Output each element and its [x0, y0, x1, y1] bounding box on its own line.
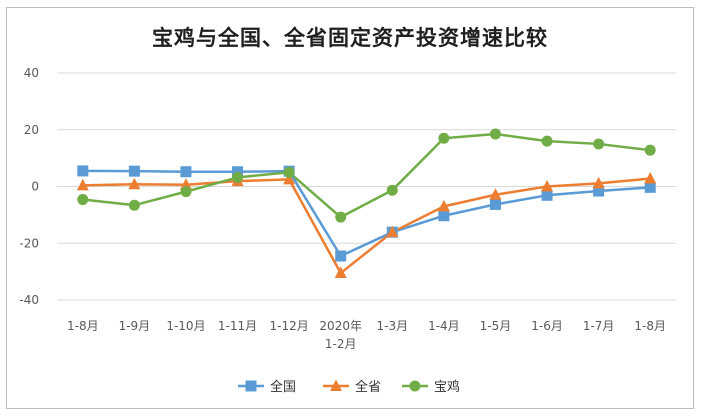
data-point-1-1 — [128, 177, 141, 190]
chart-frame — [6, 7, 694, 409]
x-tick-label: 1-4月 — [428, 319, 460, 333]
series-line-0 — [82, 169, 651, 258]
x-tick-label: 2020年 1-2月 — [319, 319, 362, 351]
data-point-0-8 — [489, 198, 501, 210]
x-tick-label: 1-7月 — [583, 319, 615, 333]
y-tick-label: -20 — [19, 236, 39, 250]
data-point-1-0 — [76, 178, 89, 191]
x-tick-label: 1-9月 — [119, 319, 151, 333]
data-point-0-2 — [180, 166, 192, 178]
x-tick-label: 1-6月 — [531, 319, 563, 333]
data-point-0-9 — [541, 189, 553, 201]
data-point-2-11 — [644, 144, 656, 156]
data-point-0-7 — [438, 210, 450, 222]
x-tick-label: 1-3月 — [376, 319, 408, 333]
legend-marker — [330, 379, 342, 391]
data-point-2-0 — [77, 194, 89, 206]
data-point-1-4 — [283, 172, 296, 185]
data-point-1-6 — [386, 225, 399, 238]
x-tick-label: 1-5月 — [480, 319, 512, 333]
data-point-2-9 — [541, 135, 553, 147]
data-point-1-10 — [592, 176, 605, 189]
x-tick-label: 1-10月 — [166, 319, 205, 333]
y-tick-label: -40 — [19, 293, 39, 307]
data-point-2-10 — [593, 138, 605, 150]
data-point-2-6 — [386, 184, 398, 196]
data-point-2-4 — [283, 166, 295, 178]
data-point-2-5 — [335, 211, 347, 223]
data-point-2-1 — [128, 199, 140, 211]
y-tick-label: 40 — [24, 66, 39, 80]
data-point-0-10 — [593, 185, 605, 197]
x-tick-label: 1-11月 — [218, 319, 257, 333]
data-point-1-2 — [179, 178, 192, 190]
data-point-0-3 — [232, 166, 244, 178]
data-point-0-5 — [335, 250, 347, 262]
data-point-2-3 — [232, 171, 244, 183]
data-point-1-8 — [489, 188, 502, 200]
data-point-0-0 — [77, 165, 89, 177]
data-point-2-2 — [180, 186, 192, 198]
data-point-2-8 — [489, 128, 501, 140]
legend-marker — [245, 380, 257, 392]
x-tick-label: 1-8月 — [67, 319, 99, 333]
data-point-0-1 — [128, 165, 140, 177]
series-line-2 — [82, 132, 651, 219]
y-tick-label: 0 — [31, 180, 39, 194]
x-tick-label: 1-8月 — [634, 319, 666, 333]
y-tick-label: 20 — [24, 123, 39, 137]
legend-label: 全省 — [355, 379, 381, 395]
legend-label: 宝鸡 — [434, 379, 460, 395]
x-tick-label: 1-12月 — [270, 319, 309, 333]
chart-title: 宝鸡与全国、全省固定资产投资增速比较 — [152, 25, 548, 50]
legend-marker — [409, 380, 421, 392]
data-point-0-11 — [644, 181, 656, 193]
series-line-1 — [82, 177, 651, 275]
data-point-1-11 — [644, 172, 657, 184]
data-point-1-9 — [541, 180, 554, 192]
data-point-1-5 — [334, 266, 347, 279]
data-point-1-7 — [437, 199, 450, 212]
legend-label: 全国 — [270, 379, 296, 395]
data-point-2-7 — [438, 132, 450, 144]
